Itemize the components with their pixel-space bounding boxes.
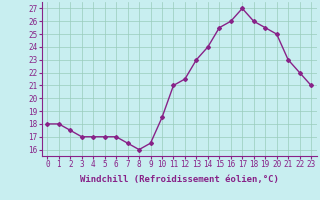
X-axis label: Windchill (Refroidissement éolien,°C): Windchill (Refroidissement éolien,°C) <box>80 175 279 184</box>
